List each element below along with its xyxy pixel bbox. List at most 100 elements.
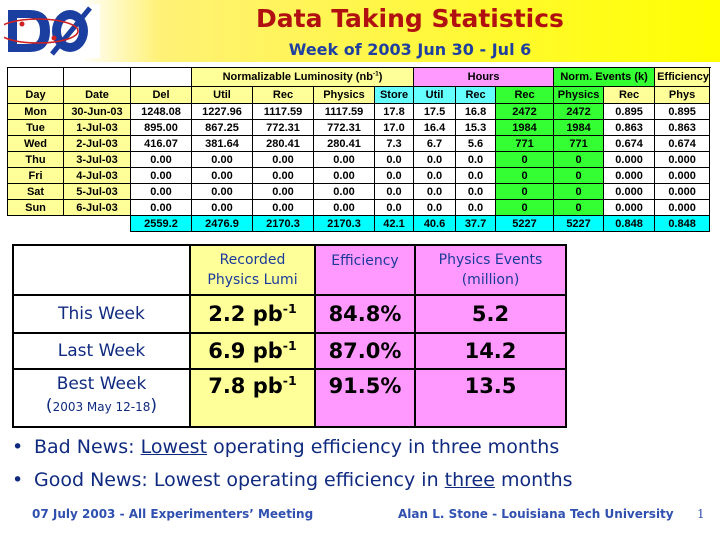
cell-hours-rec: 5.6 [455,135,497,152]
events-this-week: 5.2 [414,294,567,334]
group-header-empty [130,67,192,87]
cell-physics: 1117.59 [313,103,375,120]
cell-del: 895.00 [130,119,192,136]
eff-this-week: 84.8% [314,294,416,334]
footer-meeting: 07 July 2003 - All Experimenters’ Meetin… [32,507,314,521]
cell-events-physics: 0 [553,167,605,184]
d0-logo-icon [4,4,100,58]
col-header-hours-util: Util [413,86,457,104]
cell-events-rec: 0 [495,167,555,184]
cell-hours-rec: 0.0 [455,183,497,200]
cell-hours-rec: 15.3 [455,119,497,136]
cell-events-rec: 0 [495,183,555,200]
slide-footer: 07 July 2003 - All Experimenters’ Meetin… [0,507,720,529]
cell-events-rec: 0 [495,151,555,168]
weekly-summary-table: Recorded Physics Lumi Efficiency Physics… [12,244,567,428]
total-util: 2476.9 [191,215,253,232]
col-header-eff-phys: Phys [654,86,711,104]
summary-header-row: Recorded Physics Lumi Efficiency Physics… [12,244,567,296]
total-rec: 2170.3 [252,215,314,232]
cell-eff-phys: 0.000 [654,167,711,184]
totals-row: 2559.2 2476.9 2170.3 2170.3 42.1 40.6 37… [8,215,711,232]
cell-hours-util: 0.0 [413,167,457,184]
group-header-events: Norm. Events (k) [553,67,656,87]
cell-hours-rec: 0.0 [455,167,497,184]
lumi-this-week: 2.2 pb-1 [189,294,316,334]
cell-date: 2-Jul-03 [63,135,131,152]
col-header-rec: Rec [252,86,314,104]
total-store: 42.1 [373,215,415,232]
cell-eff-phys: 0.000 [654,199,711,216]
cell-eff-phys: 0.674 [654,135,711,152]
cell-hours-util: 6.7 [413,135,457,152]
cell-day: Fri [7,167,64,184]
cell-del: 0.00 [130,167,192,184]
col-header-util: Util [191,86,253,104]
page-number: 1 [697,507,705,521]
totals-empty [64,216,131,232]
cell-hours-rec: 0.0 [455,199,497,216]
row-label-this-week: This Week [12,294,191,334]
cell-physics: 0.00 [313,167,375,184]
cell-hours-util: 17.5 [413,103,457,120]
cell-hours-util: 0.0 [413,183,457,200]
underlined-lowest: Lowest [140,436,208,458]
total-eff-phys: 0.848 [654,215,711,232]
cell-day: Thu [7,151,64,168]
cell-eff-rec: 0.895 [603,103,656,120]
cell-events-physics: 771 [553,135,605,152]
cell-store: 0.0 [373,151,415,168]
group-header-empty [63,67,131,87]
cell-physics: 0.00 [313,199,375,216]
cell-rec: 0.00 [252,199,314,216]
cell-hours-util: 0.0 [413,199,457,216]
col-header-events-physics: Physics [553,86,605,104]
cell-physics: 280.41 [313,135,375,152]
cell-hours-rec: 0.0 [455,151,497,168]
data-rows: Mon 30-Jun-03 1248.08 1227.96 1117.59 1117.59… [7,103,711,216]
cell-rec: 280.41 [252,135,314,152]
page-title: Data Taking Statistics [256,4,564,33]
cell-eff-phys: 0.895 [654,103,711,120]
cell-events-physics: 0 [553,183,605,200]
group-header-row: Normalizable Luminosity (nb-1) Hours Nor… [7,67,711,87]
slide-header: Data Taking Statistics Week of 2003 Jun … [0,0,720,62]
events-last-week: 14.2 [414,332,567,370]
cell-events-physics: 1984 [553,119,605,136]
cell-del: 0.00 [130,183,192,200]
col-header-day: Day [7,86,64,104]
underlined-three: three [444,469,495,491]
cell-day: Sat [7,183,64,200]
header-recorded-lumi: Recorded Physics Lumi [189,244,316,296]
col-header-physics: Physics [313,86,375,104]
cell-hours-util: 16.4 [413,119,457,136]
cell-events-rec: 2472 [495,103,555,120]
footer-author: Alan L. Stone - Louisiana Tech Universit… [398,507,674,521]
cell-del: 0.00 [130,151,192,168]
summary-row-this-week: This Week 2.2 pb-1 84.8% 5.2 [12,294,567,334]
cell-eff-phys: 0.863 [654,119,711,136]
total-hours-util: 40.6 [413,215,457,232]
total-eff-rec: 0.848 [603,215,656,232]
cell-date: 4-Jul-03 [63,167,131,184]
cell-eff-phys: 0.000 [654,151,711,168]
daily-statistics-table: Normalizable Luminosity (nb-1) Hours Nor… [7,67,711,232]
cell-date: 5-Jul-03 [63,183,131,200]
total-events-rec: 5227 [495,215,555,232]
header-physics-events: Physics Events (million) [414,244,567,296]
cell-store: 17.8 [373,103,415,120]
row-label-best-week: Best Week (2003 May 12-18) [12,368,191,428]
total-hours-rec: 37.7 [455,215,497,232]
cell-eff-rec: 0.674 [603,135,656,152]
cell-eff-rec: 0.000 [603,167,656,184]
group-header-hours: Hours [413,67,555,87]
cell-hours-util: 0.0 [413,151,457,168]
cell-hours-rec: 16.8 [455,103,497,120]
lumi-last-week: 6.9 pb-1 [189,332,316,370]
lumi-best-week: 7.8 pb-1 [189,368,316,428]
header-efficiency: Efficiency [314,244,416,296]
cell-util: 0.00 [191,199,253,216]
col-header-eff-rec: Rec [603,86,656,104]
eff-last-week: 87.0% [314,332,416,370]
cell-store: 0.0 [373,183,415,200]
